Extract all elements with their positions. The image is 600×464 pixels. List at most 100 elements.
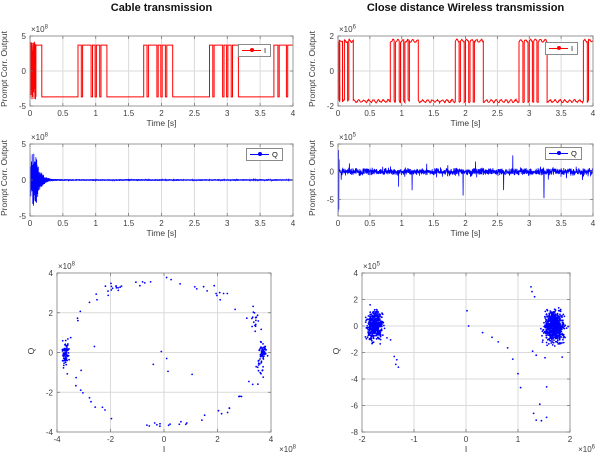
legend-marker-dot [258,152,262,156]
x-tick-label: 2 [463,219,468,228]
series-wireless-i-time [338,38,593,105]
x-tick-label: 0 [28,219,33,228]
legend-label: Q [571,148,577,158]
x-tick-label: 1.5 [428,219,440,228]
y-exponent-label: ×105 [363,262,381,272]
legend-marker-dot [250,48,254,52]
legend-line-sample [549,150,568,158]
y-tick-label: 2 [330,32,335,41]
x-tick-label: 3.5 [556,109,568,118]
y-tick-label: -4 [46,428,54,437]
y-tick-label: 2 [354,296,359,305]
legend-q: Q [545,147,582,160]
x-exponent-label: ×106 [578,445,596,455]
y-tick-label: 0 [22,176,27,185]
x-tick-label: 2.5 [492,219,504,228]
x-tick-label: -2 [107,435,115,444]
x-tick-label: 1 [400,109,405,118]
x-tick-label: 4 [269,435,274,444]
legend-label: I [264,45,267,55]
y-axis-label: Prompt Corr. Output [0,139,9,217]
x-tick-label: 0.5 [364,219,376,228]
y-tick-label: 5 [22,32,27,41]
x-tick-label: 2.5 [492,109,504,118]
legend-label: Q [272,149,278,159]
x-tick-label: 2 [159,109,164,118]
plot-area-cable-constellation: -4 -2 0 2 4 -4 -2 0 2 4 ×108 ×108 [46,262,297,455]
y-exponent-label: ×106 [339,25,357,35]
y-tick-label: 0 [354,322,359,331]
series-cable-i-time [30,41,293,100]
x-tick-label: 0.5 [364,109,376,118]
y-tick-label: 5 [22,140,27,149]
x-tick-label: 2 [463,109,468,118]
x-tick-label: 3.5 [556,219,568,228]
series-wireless-constellation [364,286,570,422]
x-tick-label: 2 [568,435,573,444]
x-tick-label: 1 [94,109,99,118]
x-tick-label: -2 [358,435,366,444]
legend-q: Q [246,148,283,161]
y-tick-label: -5 [19,212,27,221]
x-tick-label: 4 [291,109,296,118]
x-tick-label: 1 [400,219,405,228]
legend-line-sample [250,151,269,159]
legend-label: I [571,43,574,53]
y-exponent-label: ×105 [339,133,357,143]
x-tick-label: 2 [215,435,220,444]
legend-i: I [545,42,579,55]
x-tick-label: 2 [159,219,164,228]
x-tick-label: 3.5 [255,219,267,228]
x-tick-label: 2.5 [189,219,201,228]
y-tick-label: -2 [46,388,54,397]
y-axis-label: Prompt Corr. Output [307,30,317,108]
x-tick-label: 3.5 [255,109,267,118]
chart-title-wireless: Close distance Wireless transmission [366,2,565,14]
y-exponent-label: ×108 [58,262,76,272]
x-tick-label: 1.5 [123,219,135,228]
x-tick-label: 0 [162,435,167,444]
y-tick-label: -2 [351,349,359,358]
x-tick-label: -1 [410,435,418,444]
y-axis-label: Q [331,347,341,354]
x-tick-label: 1.5 [123,109,135,118]
x-exponent-label: ×108 [279,445,297,455]
y-tick-label: -4 [351,375,359,384]
x-tick-label: 1.5 [428,109,440,118]
legend-line-sample [549,45,568,53]
x-tick-label: -4 [53,435,61,444]
x-tick-label: 2.5 [189,109,201,118]
y-tick-label: -8 [351,428,359,437]
series-cable-constellation [61,276,269,428]
series-cable-q-time [30,153,293,206]
y-tick-label: 2 [49,309,54,318]
y-tick-label: 4 [49,269,54,278]
y-tick-label: 5 [330,140,335,149]
x-tick-label: 4 [591,109,596,118]
y-tick-label: 0 [330,168,335,177]
y-tick-label: 0 [49,349,54,358]
x-axis-label: Time [s] [146,118,177,128]
y-tick-label: 4 [354,269,359,278]
legend-line-sample [242,47,261,55]
y-tick-label: -2 [327,102,335,111]
x-axis-label: I [162,444,166,454]
y-tick-label: -5 [327,195,335,204]
series-wireless-q-time [338,150,593,213]
x-axis-label: Time [s] [450,118,481,128]
y-tick-label: -5 [19,102,27,111]
x-tick-label: 0.5 [57,219,69,228]
x-tick-label: 0 [28,109,33,118]
y-tick-label: 0 [330,67,335,76]
x-tick-label: 3 [527,219,532,228]
x-axis-label: Time [s] [450,228,481,238]
y-tick-label: 0 [22,67,27,76]
legend-i: I [238,44,272,57]
x-tick-label: 3 [225,109,230,118]
x-tick-label: 3 [527,109,532,118]
y-exponent-label: ×108 [31,25,49,35]
x-axis-label: I [464,444,468,454]
x-tick-label: 1 [94,219,99,228]
x-tick-label: 4 [291,219,296,228]
